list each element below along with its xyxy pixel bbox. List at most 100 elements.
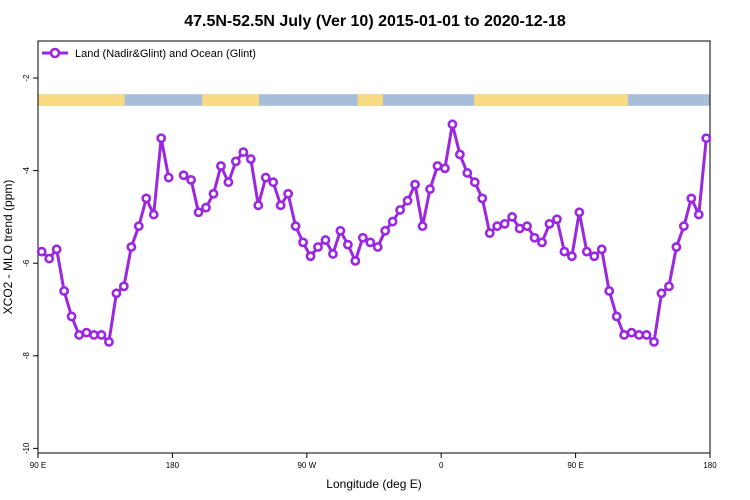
data-point xyxy=(320,235,331,245)
data-point xyxy=(387,216,398,227)
y-axis: -2 -4 -6 -8 -10 xyxy=(22,74,38,454)
data-point xyxy=(574,207,585,218)
legend-marker xyxy=(49,47,61,59)
data-point xyxy=(514,223,525,234)
land-band xyxy=(357,94,383,106)
data-point xyxy=(656,288,667,299)
data-point xyxy=(305,251,316,262)
data-point xyxy=(133,221,144,232)
x-tick-label: 90 W xyxy=(297,461,316,470)
data-point xyxy=(410,179,420,190)
data-point xyxy=(454,149,465,160)
data-point xyxy=(529,232,540,243)
data-point xyxy=(186,174,196,185)
data-point xyxy=(365,237,376,248)
data-point xyxy=(447,119,458,130)
land-band xyxy=(474,94,628,106)
data-point xyxy=(619,330,630,340)
data-point xyxy=(253,200,264,211)
data-point xyxy=(395,205,406,215)
series-line xyxy=(182,122,708,344)
data-point xyxy=(522,221,532,232)
data-point xyxy=(417,221,428,232)
data-point xyxy=(44,253,55,264)
data-point xyxy=(626,327,637,338)
data-point xyxy=(328,249,338,259)
data-point xyxy=(201,202,211,213)
y-tick-label: -6 xyxy=(22,259,31,267)
data-point xyxy=(462,168,473,178)
x-tick-label: 180 xyxy=(166,461,180,470)
data-point xyxy=(477,193,488,204)
data-point xyxy=(469,177,480,188)
data-point xyxy=(641,330,652,340)
data-point xyxy=(216,161,226,171)
legend: Land (Nadir&Glint) and Ocean (Glint) xyxy=(42,47,256,60)
data-point xyxy=(402,195,413,206)
data-point xyxy=(163,172,174,183)
data-point xyxy=(440,163,450,174)
y-tick-label: -2 xyxy=(22,74,31,82)
y-tick-label: -10 xyxy=(22,442,31,454)
data-point xyxy=(701,133,712,144)
data-point xyxy=(492,221,503,232)
data-point xyxy=(74,330,84,340)
x-axis-label: Longitude (deg E) xyxy=(326,477,421,491)
data-point xyxy=(156,133,167,144)
data-point xyxy=(230,156,241,167)
data-point xyxy=(104,336,114,347)
data-point xyxy=(693,209,704,220)
data-point xyxy=(223,177,234,188)
data-point xyxy=(372,242,383,252)
data-point xyxy=(484,228,495,239)
data-point xyxy=(148,209,159,220)
data-point xyxy=(604,286,615,296)
data-point xyxy=(552,214,562,225)
plot-frame xyxy=(37,40,711,454)
x-axis: 90 E 180 90 W 0 90 E 180 xyxy=(30,453,717,470)
data-point xyxy=(537,237,547,248)
data-point xyxy=(298,237,308,248)
data-point xyxy=(245,154,256,164)
data-point xyxy=(51,244,62,255)
data-point xyxy=(596,244,607,255)
data-point xyxy=(589,251,600,262)
data-point xyxy=(118,281,129,292)
land-band xyxy=(202,94,260,106)
data-point xyxy=(126,242,137,252)
data-point xyxy=(275,200,286,211)
y-axis-label: XCO2 - MLO trend (ppm) xyxy=(1,180,15,315)
data-point xyxy=(559,246,570,257)
data-point xyxy=(111,288,122,299)
x-tick-label: 90 E xyxy=(30,461,46,470)
data-point xyxy=(566,251,577,262)
data-point xyxy=(581,246,592,257)
series-group xyxy=(36,119,712,347)
data-point xyxy=(178,170,189,181)
data-point xyxy=(649,336,659,347)
data-point xyxy=(313,242,323,252)
data-point xyxy=(380,225,391,236)
data-point xyxy=(350,255,361,266)
land-band xyxy=(38,94,125,106)
data-point xyxy=(507,212,518,222)
x-tick-label: 180 xyxy=(703,461,717,470)
data-point xyxy=(664,281,674,292)
data-point xyxy=(425,184,435,195)
x-tick-label: 90 E xyxy=(567,461,583,470)
data-point xyxy=(89,330,99,340)
series-line xyxy=(40,136,171,344)
data-point xyxy=(81,327,92,338)
data-point xyxy=(686,193,697,204)
data-point xyxy=(283,188,294,199)
data-point xyxy=(342,239,353,250)
data-point xyxy=(141,193,152,204)
data-point xyxy=(208,188,219,199)
data-point xyxy=(66,311,77,322)
data-point xyxy=(634,330,644,340)
land-ocean-bar xyxy=(38,94,710,106)
data-point xyxy=(544,218,555,229)
data-point xyxy=(611,311,622,322)
data-point xyxy=(268,177,279,188)
data-point xyxy=(357,232,368,243)
